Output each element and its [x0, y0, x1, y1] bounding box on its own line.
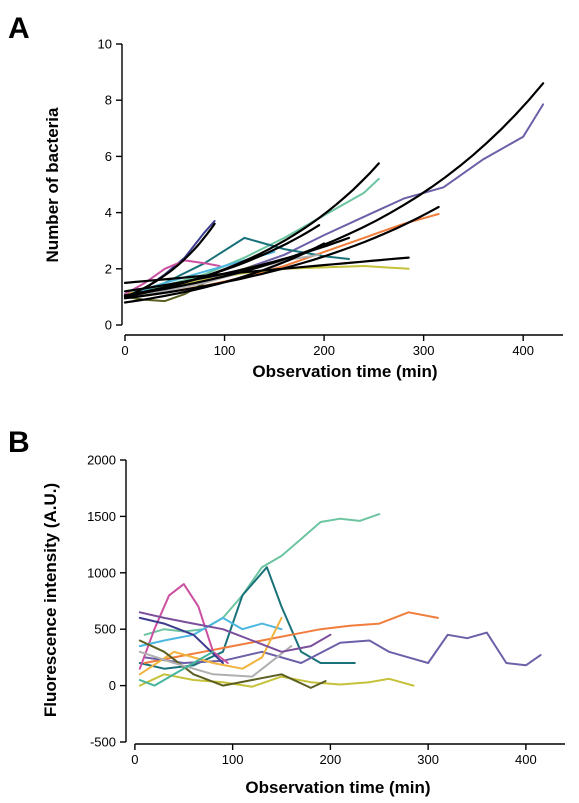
- panel-a-x-tick-label: 200: [313, 343, 335, 358]
- panel-b-chart: B Observation time (min) Fluorescence in…: [8, 426, 565, 797]
- panel-b-x-tick-label: 100: [222, 752, 244, 767]
- panel-b-x-tick-label: 300: [417, 752, 439, 767]
- panel-a-fit-curve-4: [123, 256, 410, 284]
- panel-b-x-tick-label: 0: [131, 752, 138, 767]
- panel-a-letter: A: [8, 12, 30, 45]
- panel-b-series-line-12: [138, 611, 332, 653]
- panel-b-x-tick-label: 400: [515, 752, 537, 767]
- panel-a-y-tick-label: 6: [105, 149, 112, 164]
- panel-a-fit-curve-6: [123, 224, 321, 297]
- panel-b-series-line-9: [138, 616, 224, 664]
- panel-a-x-tick-label: 300: [413, 343, 435, 358]
- panel-b-letter: B: [8, 426, 30, 459]
- panel-a-fit-curve-1: [123, 82, 545, 297]
- panel-b-series-line-1: [143, 513, 381, 636]
- panel-a-x-axis-title: Observation time (min): [252, 362, 437, 381]
- panel-b-y-tick-label: 1500: [87, 509, 116, 524]
- panel-a-y-tick-label: 2: [105, 261, 112, 276]
- panel-b-y-tick-label: 2000: [87, 453, 116, 468]
- panel-a-series-line-7: [124, 259, 221, 296]
- panel-a-y-axis-title: Number of bacteria: [43, 107, 62, 262]
- panel-a-chart: A Observation time (min) Number of bacte…: [8, 12, 563, 381]
- panel-b-series-line-6: [138, 616, 283, 648]
- panel-b-y-axis-title: Fluorescence intensity (A.U.): [41, 483, 60, 717]
- panel-a-y-tick-label: 4: [105, 205, 112, 220]
- panel-a-x-tick-label: 400: [512, 343, 534, 358]
- panel-b-y-tick-label: 1000: [87, 565, 116, 580]
- panel-a-x-tick-label: 0: [121, 343, 128, 358]
- panel-a-y-tick-label: 8: [105, 93, 112, 108]
- panel-b-series-line-8: [138, 673, 415, 688]
- panel-a-fit-curve-8: [123, 242, 326, 304]
- panel-a-x-tick-label: 100: [214, 343, 236, 358]
- panel-b-series-line-10: [138, 639, 327, 689]
- panel-b-series-line-4: [143, 631, 542, 667]
- panel-a-fit-curve-7: [123, 222, 216, 298]
- panel-b-series-line-13: [138, 650, 215, 687]
- panel-b-y-tick-label: -500: [90, 735, 116, 750]
- panel-a-y-tick-label: 10: [98, 37, 112, 52]
- panel-b-series-line-11: [138, 645, 293, 678]
- panel-b-x-axis-title: Observation time (min): [245, 778, 430, 797]
- panel-b-y-tick-label: 0: [109, 678, 116, 693]
- panel-a-y-tick-label: 0: [105, 318, 112, 333]
- panel-b-y-tick-label: 500: [94, 622, 116, 637]
- panel-b-series-line-3: [143, 611, 439, 664]
- panel-b-x-tick-label: 200: [320, 752, 342, 767]
